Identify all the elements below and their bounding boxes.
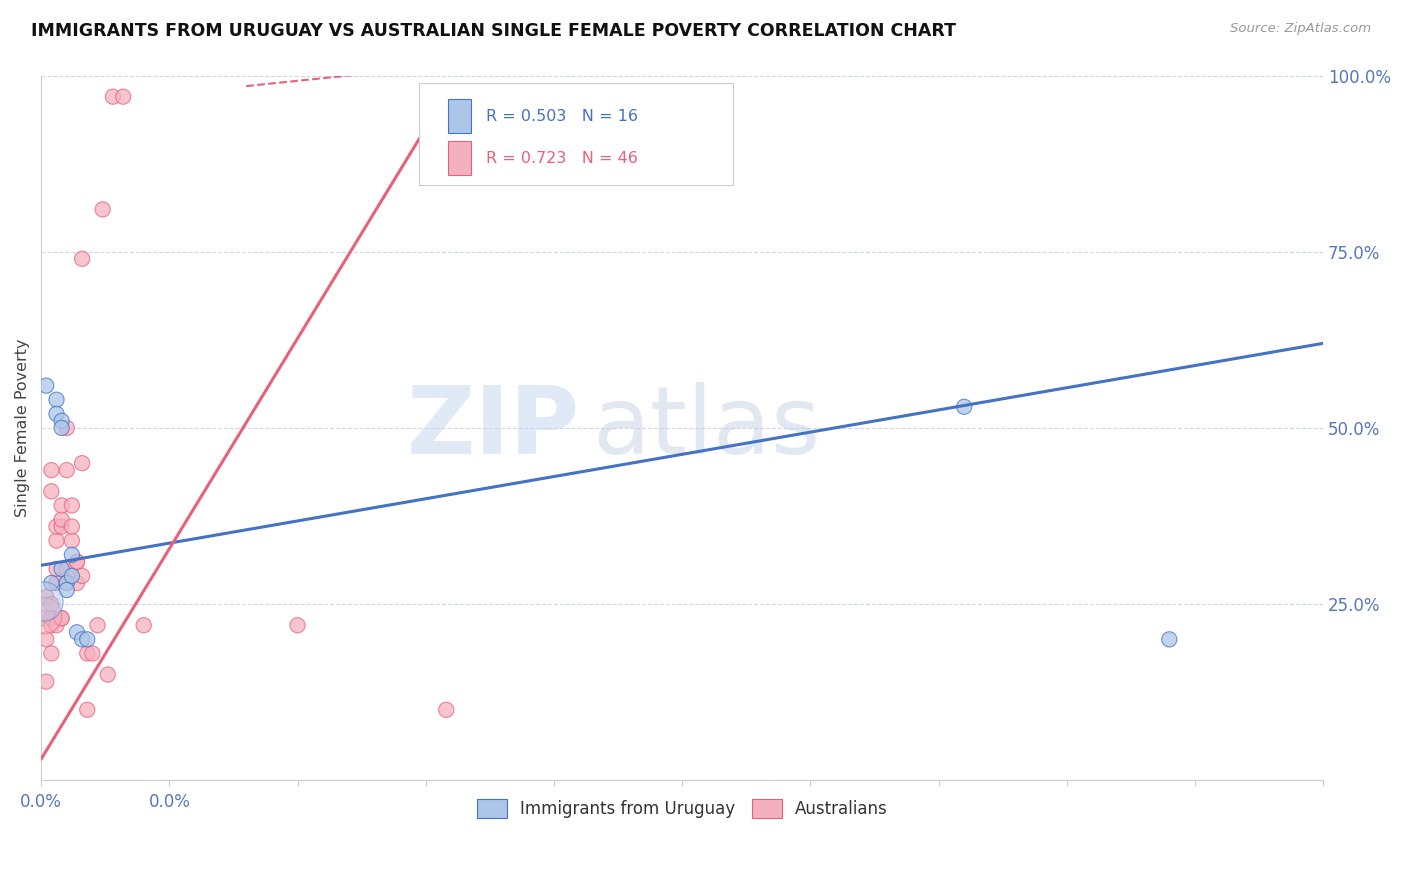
Point <box>55 576 77 591</box>
Point <box>434 703 457 717</box>
Point <box>51 519 73 533</box>
Point <box>41 647 63 661</box>
Point <box>55 582 77 597</box>
Bar <box>447 142 471 175</box>
Point <box>51 421 73 435</box>
Point <box>45 533 67 548</box>
Point <box>70 569 93 583</box>
Point <box>1159 632 1181 647</box>
Point <box>51 499 73 513</box>
Point <box>76 703 98 717</box>
Point <box>55 576 77 591</box>
Point <box>55 562 77 576</box>
Bar <box>447 99 471 133</box>
Point <box>430 89 453 103</box>
Point <box>66 625 89 640</box>
Point <box>66 555 89 569</box>
Point <box>51 512 73 526</box>
Point <box>31 593 53 607</box>
Point <box>41 597 63 611</box>
Point <box>66 576 89 591</box>
Y-axis label: Single Female Poverty: Single Female Poverty <box>15 339 30 517</box>
Point <box>70 252 93 266</box>
Point <box>55 421 77 435</box>
Text: Source: ZipAtlas.com: Source: ZipAtlas.com <box>1230 22 1371 36</box>
Point <box>60 519 83 533</box>
Point <box>287 618 309 632</box>
Point <box>86 618 108 632</box>
Text: ZIP: ZIP <box>406 382 579 474</box>
Point <box>41 576 63 591</box>
Point <box>31 607 53 622</box>
Point <box>953 400 976 414</box>
Point <box>51 562 73 576</box>
Point <box>60 533 83 548</box>
Point <box>41 611 63 625</box>
Point <box>112 89 135 103</box>
Point <box>51 611 73 625</box>
Point <box>434 89 457 103</box>
Point <box>45 562 67 576</box>
Point <box>35 674 58 689</box>
Point <box>45 576 67 591</box>
Point <box>45 407 67 421</box>
Point <box>91 202 114 217</box>
Point <box>76 647 98 661</box>
Point <box>132 618 155 632</box>
Point <box>32 611 55 625</box>
Text: IMMIGRANTS FROM URUGUAY VS AUSTRALIAN SINGLE FEMALE POVERTY CORRELATION CHART: IMMIGRANTS FROM URUGUAY VS AUSTRALIAN SI… <box>31 22 956 40</box>
Point <box>41 463 63 477</box>
Point <box>35 378 58 392</box>
FancyBboxPatch shape <box>419 83 734 185</box>
Point <box>60 499 83 513</box>
Point <box>51 414 73 428</box>
Point <box>45 618 67 632</box>
Point <box>82 647 104 661</box>
Point <box>45 519 67 533</box>
Text: R = 0.503   N = 16: R = 0.503 N = 16 <box>486 109 638 124</box>
Point <box>41 484 63 499</box>
Point <box>51 611 73 625</box>
Point <box>35 590 58 604</box>
Point <box>101 89 124 103</box>
Point <box>76 632 98 647</box>
Point <box>70 632 93 647</box>
Point <box>41 618 63 632</box>
Point <box>66 555 89 569</box>
Text: R = 0.723   N = 46: R = 0.723 N = 46 <box>486 151 638 166</box>
Point <box>60 569 83 583</box>
Point <box>70 456 93 470</box>
Point <box>35 632 58 647</box>
Point <box>60 548 83 562</box>
Legend: Immigrants from Uruguay, Australians: Immigrants from Uruguay, Australians <box>470 792 894 825</box>
Point <box>55 463 77 477</box>
Text: atlas: atlas <box>592 382 821 474</box>
Point <box>97 667 120 681</box>
Point <box>45 392 67 407</box>
